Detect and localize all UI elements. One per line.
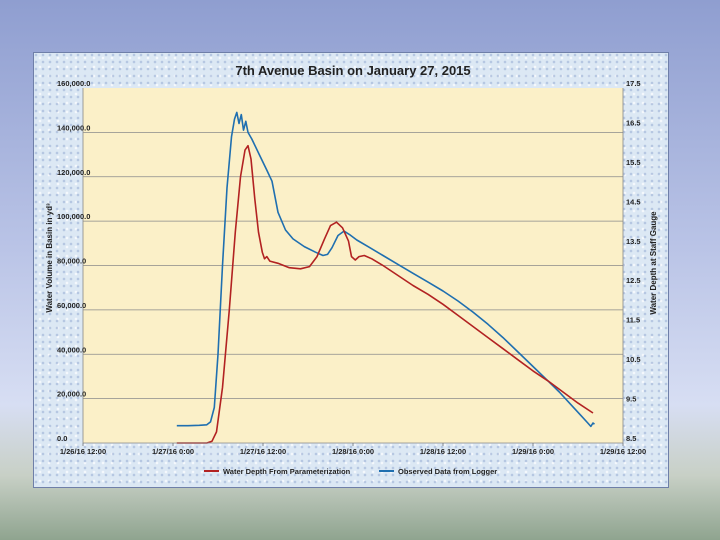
x-tick-label: 1/28/16 12:00	[420, 447, 466, 456]
y2-axis-label: Water Depth at Staff Gauge	[649, 211, 658, 315]
y-tick-label: 100,000.0	[57, 212, 90, 221]
x-tick-label: 1/29/16 0:00	[512, 447, 554, 456]
y2-tick-label: 12.5	[626, 276, 641, 285]
y2-tick-label: 13.5	[626, 237, 641, 246]
y2-tick-label: 16.5	[626, 118, 641, 127]
y2-tick-labels: 8.5 9.5 10.5 11.5 12.5 13.5 14.5 15.5 16.5 17.5	[626, 79, 641, 443]
legend-label-parameterization: Water Depth From Parameterization	[223, 467, 351, 476]
y-tick-label: 20,000.0	[57, 390, 86, 399]
y2-tick-label: 15.5	[626, 158, 641, 167]
y-tick-label: 160,000.0	[57, 79, 90, 88]
x-tick-label: 1/26/16 12:00	[60, 447, 106, 456]
legend-label-logger: Observed Data from Logger	[398, 467, 497, 476]
y-tick-label: 60,000.0	[57, 301, 86, 310]
x-tick-label: 1/28/16 0:00	[332, 447, 374, 456]
y2-tick-label: 11.5	[626, 316, 640, 325]
chart-title: 7th Avenue Basin on January 27, 2015	[235, 63, 470, 78]
y-tick-label: 140,000.0	[57, 123, 90, 132]
x-tick-labels: 1/26/16 12:00 1/27/16 0:00 1/27/16 12:00 1/…	[60, 443, 646, 456]
y2-tick-label: 8.5	[626, 434, 636, 443]
x-tick-label: 1/27/16 12:00	[240, 447, 286, 456]
y-tick-labels: 0.0 20,000.0 40,000.0 60,000.0 80,000.0 100,0…	[57, 79, 90, 443]
y2-tick-label: 10.5	[626, 355, 641, 364]
x-tick-label: 1/27/16 0:00	[152, 447, 194, 456]
y-tick-label: 80,000.0	[57, 257, 86, 266]
y2-tick-label: 17.5	[626, 79, 641, 88]
y2-tick-label: 14.5	[626, 197, 641, 206]
y-tick-label: 40,000.0	[57, 345, 86, 354]
y-tick-label: 0.0	[57, 434, 67, 443]
gridlines	[83, 132, 623, 399]
series-line-logger	[176, 111, 595, 428]
series-line-parameterization	[176, 144, 594, 444]
x-tick-label: 1/29/16 12:00	[600, 447, 646, 456]
line-chart: 0.0 20,000.0 40,000.0 60,000.0 80,000.0 100,0…	[45, 63, 658, 476]
chart-frame: 0.0 20,000.0 40,000.0 60,000.0 80,000.0 100,0…	[33, 52, 669, 488]
legend: Water Depth From Parameterization Observ…	[204, 467, 497, 476]
y-axis-label: Water Volume in Basin in yd³	[45, 203, 54, 313]
y2-tick-label: 9.5	[626, 395, 636, 404]
y-tick-label: 120,000.0	[57, 168, 90, 177]
series-layer	[176, 111, 595, 444]
